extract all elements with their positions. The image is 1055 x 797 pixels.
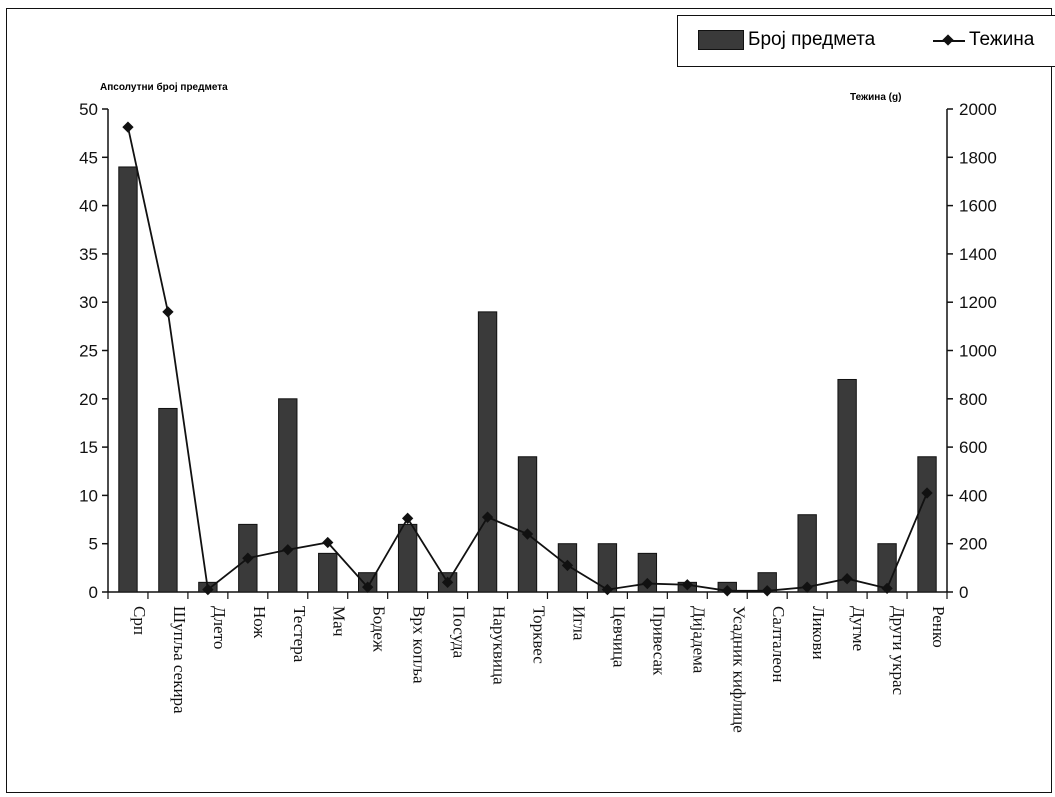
x-category-label: Посуда <box>450 606 469 659</box>
line-point <box>841 573 853 585</box>
y-left-tick-label: 10 <box>79 486 98 505</box>
y-left-tick-label: 25 <box>79 342 98 361</box>
line-point <box>441 576 454 588</box>
x-category-label: Шупља секира <box>170 606 189 714</box>
line-point <box>561 559 574 572</box>
legend-bar-label: Број предмета <box>748 29 876 50</box>
line-point <box>322 536 334 549</box>
legend: Број предмета Тежина <box>677 15 1055 67</box>
line-point <box>881 582 893 595</box>
y-right-tick-label: 1200 <box>959 293 997 312</box>
y-left-tick-label: 50 <box>79 100 98 119</box>
bar <box>917 456 937 593</box>
line-point <box>481 511 494 523</box>
line-point <box>401 512 414 524</box>
tick-labels: 0 5 10 15 20 25 30 35 40 45 50 0 200 400 600 800 1000 120… <box>79 100 997 733</box>
line-point <box>801 581 813 593</box>
y-right-tick-label: 600 <box>959 438 987 457</box>
bar <box>477 311 498 593</box>
line-point <box>521 528 534 540</box>
x-category-label: Ренко <box>929 606 948 648</box>
bar <box>278 398 298 593</box>
y-left-tick-label: 35 <box>79 245 98 264</box>
line-point <box>721 585 733 597</box>
line-series <box>122 121 933 597</box>
y-left-tick-label: 45 <box>79 148 98 167</box>
x-category-label: Врх копља <box>410 606 429 684</box>
x-category-label: Торквес <box>530 606 549 664</box>
x-category-label: Цевчица <box>609 606 628 668</box>
line-point <box>162 306 174 318</box>
y-right-tick-label: 0 <box>959 583 968 602</box>
bar-series <box>118 166 937 593</box>
line-point <box>122 121 134 133</box>
bar <box>797 514 817 593</box>
line-point <box>242 552 254 564</box>
y-left-tick-label: 15 <box>79 438 98 457</box>
line-point <box>681 579 693 591</box>
y-left-tick-label: 0 <box>89 583 98 602</box>
y-right-tick-label: 200 <box>959 535 987 554</box>
x-category-label: Игла <box>569 606 588 641</box>
x-category-label: Дугме <box>849 606 868 651</box>
y-right-tick-label: 2000 <box>959 100 997 119</box>
bar <box>158 407 178 593</box>
x-category-label: Наруквица <box>490 606 509 685</box>
y-right-tick-label: 1800 <box>959 148 997 167</box>
x-category-label: Нож <box>250 606 269 638</box>
line-point <box>761 585 773 597</box>
y-right-tick-label: 1400 <box>959 245 997 264</box>
x-category-label: Тестера <box>290 606 309 663</box>
bar <box>397 523 418 593</box>
legend-line-marker <box>933 31 965 49</box>
y-right-tick-label: 400 <box>959 486 987 505</box>
x-category-label: Срп <box>130 606 149 635</box>
y-left-tick-label: 5 <box>89 535 98 554</box>
y-right-tick-label: 1600 <box>959 197 997 216</box>
x-category-label: Ликови <box>809 606 828 660</box>
x-category-label: Салталеон <box>769 606 788 682</box>
legend-item-bars: Број предмета <box>698 29 875 51</box>
bar <box>637 552 658 593</box>
x-category-label: Мач <box>330 606 349 637</box>
x-category-label: Бодеж <box>370 606 389 652</box>
y-right-axis-title: Тежина (g) <box>850 92 902 103</box>
y-right-tick-label: 800 <box>959 390 987 409</box>
line-point <box>362 581 374 593</box>
x-category-label: Други украс <box>889 606 908 695</box>
legend-line-label: Тежина <box>969 29 1035 50</box>
bar <box>517 456 538 593</box>
x-category-label: Привесак <box>649 606 668 676</box>
line-point <box>641 577 654 590</box>
line-point <box>921 487 933 499</box>
y-left-axis-title: Апсолутни број предмета <box>100 82 228 93</box>
x-category-label: Длето <box>210 606 229 649</box>
line-point <box>601 583 614 596</box>
y-left-tick-label: 20 <box>79 390 98 409</box>
bar <box>118 166 138 593</box>
line-point <box>282 544 294 556</box>
bar <box>837 378 857 593</box>
legend-item-line: Тежина <box>933 29 1034 51</box>
bar <box>318 552 338 593</box>
x-category-label: Усадник кифлице <box>729 606 748 733</box>
y-left-tick-label: 30 <box>79 293 98 312</box>
legend-bar-swatch <box>698 30 744 50</box>
y-right-tick-label: 1000 <box>959 342 997 361</box>
x-category-label: Дијадема <box>689 606 708 674</box>
y-left-tick-label: 40 <box>79 197 98 216</box>
line-point <box>202 583 214 596</box>
